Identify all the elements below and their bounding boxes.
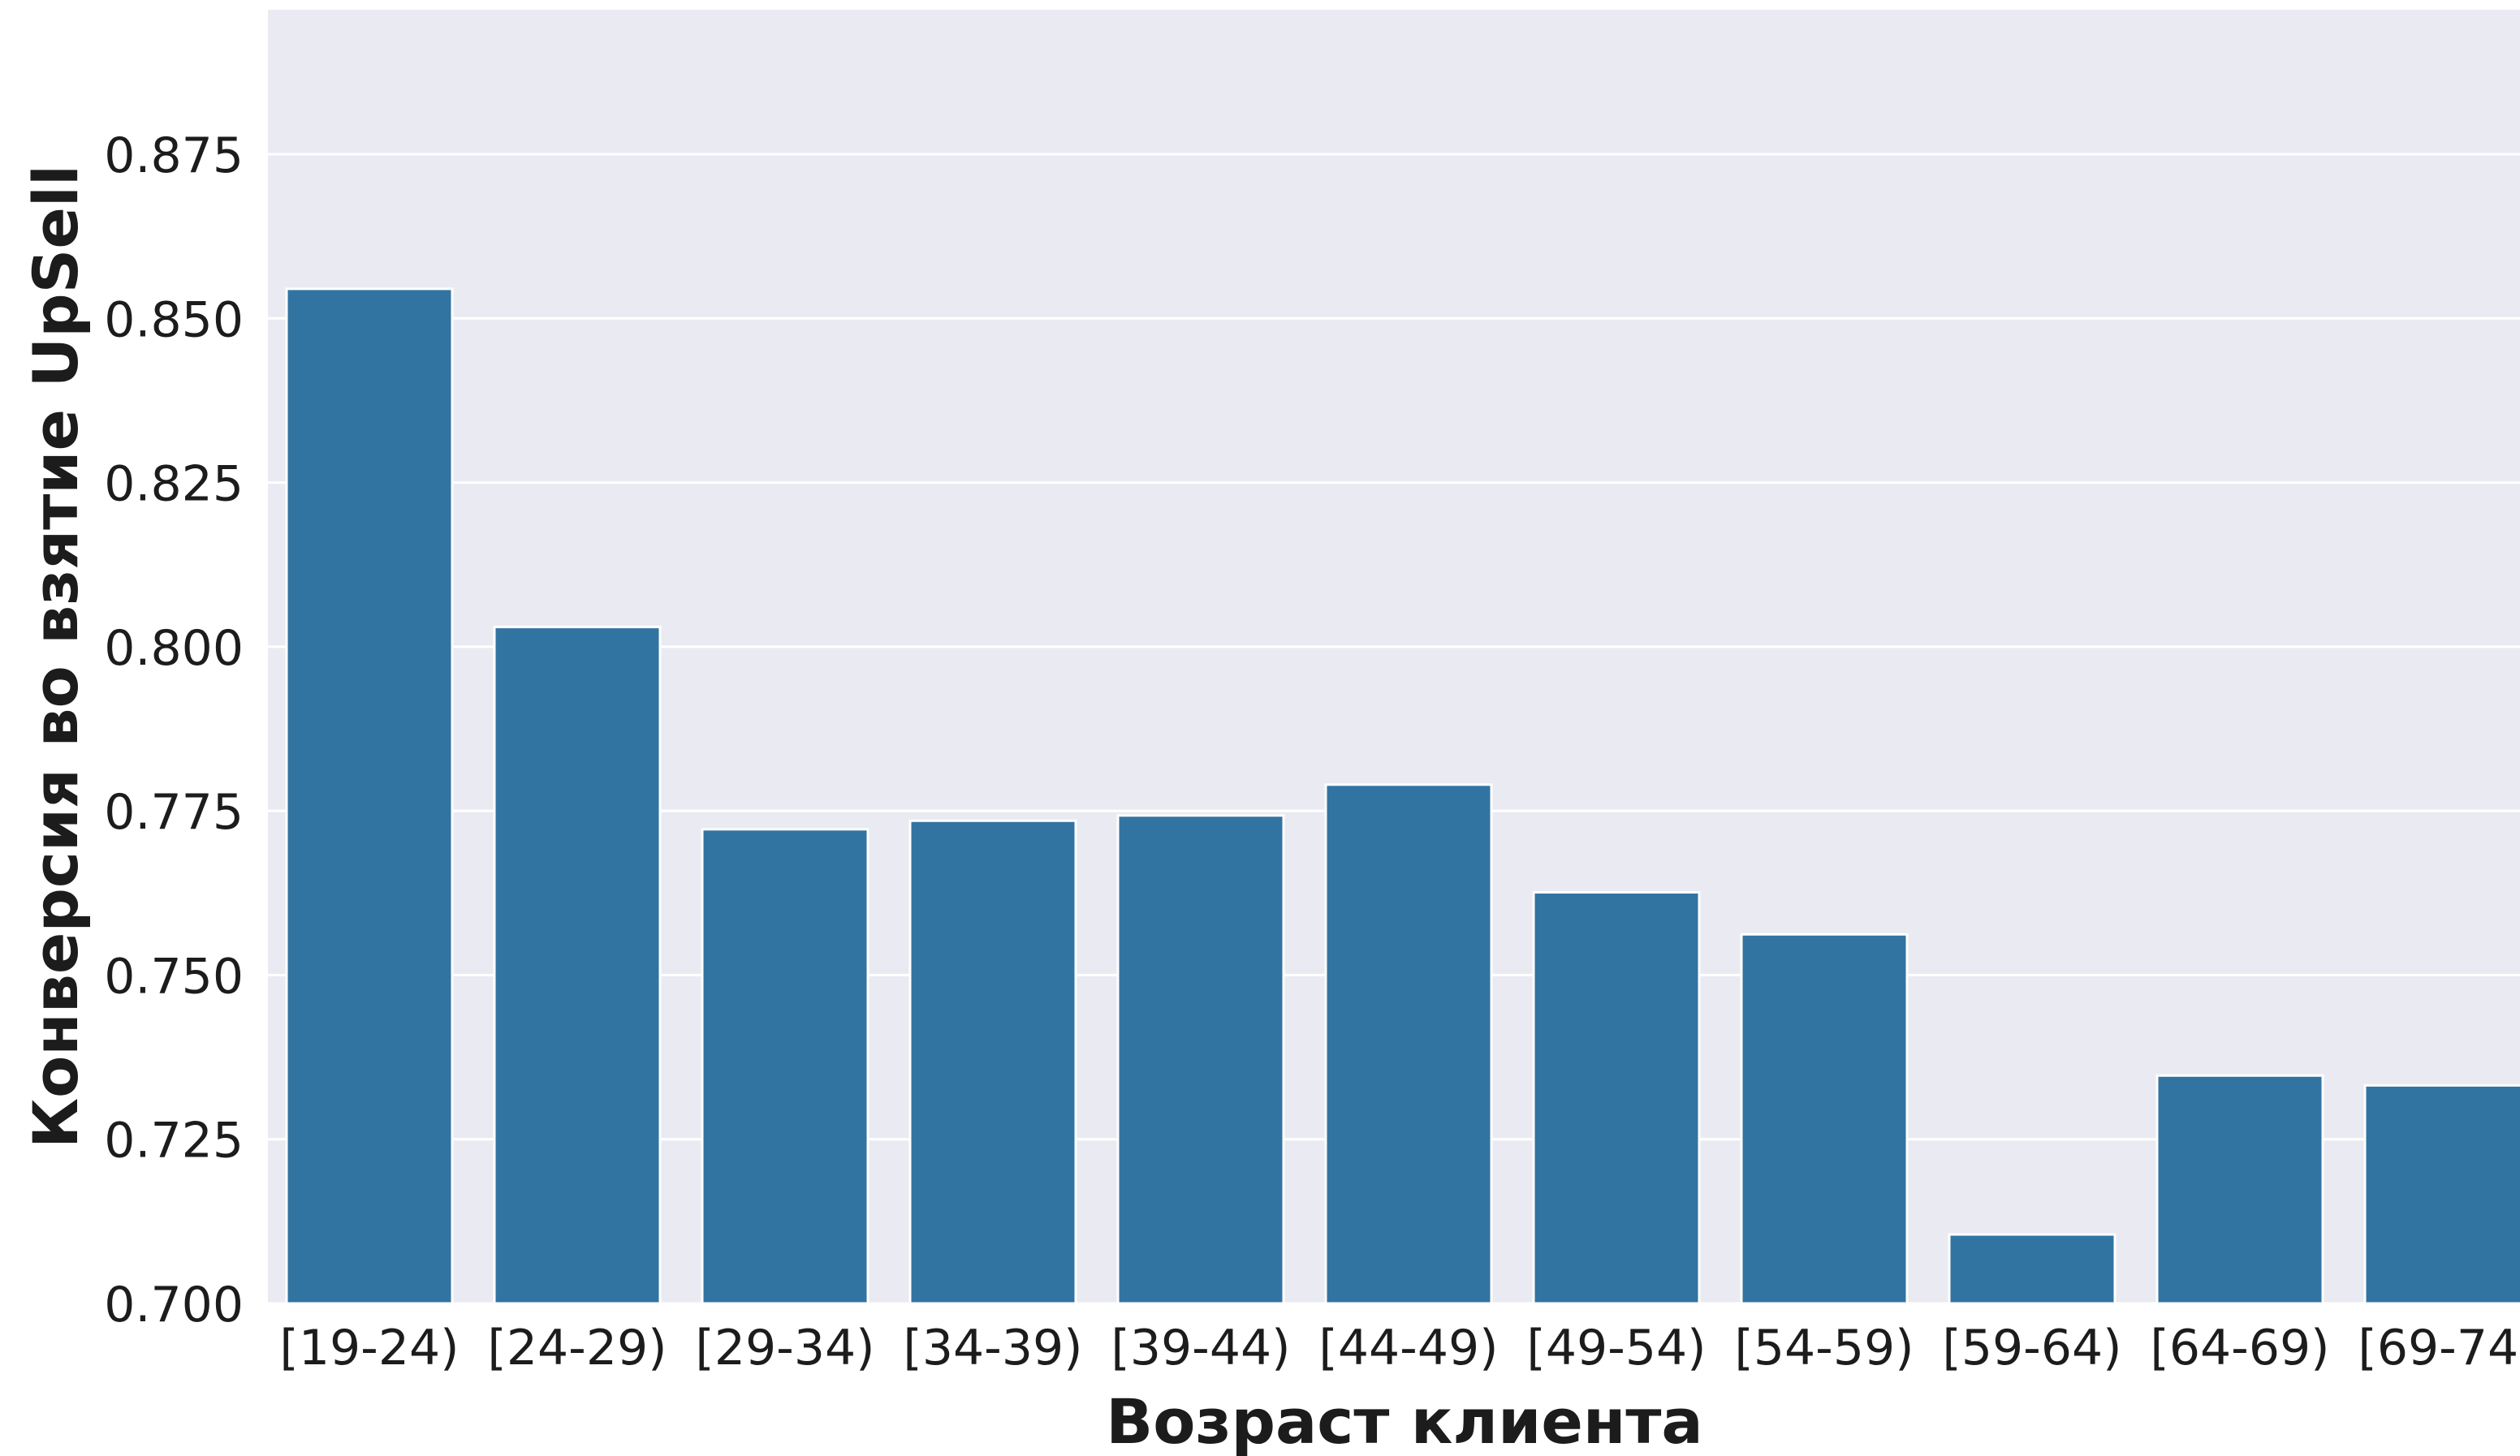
bar	[1532, 890, 1701, 1305]
bars	[285, 287, 2520, 1305]
x-tick-label: [49-54)	[1526, 1320, 1706, 1376]
x-axis-title: Возраст клиента	[1106, 1385, 1702, 1456]
bar	[285, 287, 454, 1305]
y-tick-label: 0.850	[104, 291, 244, 348]
x-tick-label: [44-49)	[1318, 1320, 1498, 1376]
y-tick-label: 0.750	[104, 948, 244, 1005]
x-tick-label: [39-44)	[1111, 1320, 1290, 1376]
y-tick-label: 0.725	[104, 1113, 244, 1170]
y-axis-title: Конверсия во взятие UpSell	[19, 165, 92, 1148]
y-tick-label: 0.800	[104, 620, 244, 677]
y-tick-label: 0.775	[104, 784, 244, 841]
bar	[1116, 814, 1285, 1305]
bar	[908, 819, 1077, 1305]
bar	[2363, 1083, 2520, 1305]
y-tick-label: 0.875	[104, 127, 244, 184]
bar	[1324, 783, 1493, 1305]
x-tick-label: [34-39)	[903, 1320, 1082, 1376]
y-tick-label: 0.700	[104, 1277, 244, 1333]
y-tick-labels: 0.700 0.725 0.750 0.775 0.800 0.825 0.850 0.875	[104, 127, 244, 1333]
bar	[701, 828, 869, 1305]
x-tick-label: [19-24)	[279, 1320, 459, 1376]
x-tick-label: [24-29)	[487, 1320, 667, 1376]
x-tick-label: [59-64)	[1942, 1320, 2121, 1376]
x-tick-label: [69-74)	[2358, 1320, 2520, 1376]
x-tick-label: [64-69)	[2150, 1320, 2329, 1376]
bar	[1740, 933, 1909, 1305]
bar	[493, 626, 662, 1305]
x-tick-label: [54-59)	[1734, 1320, 1914, 1376]
x-tick-label: [29-34)	[695, 1320, 874, 1376]
y-tick-label: 0.825	[104, 456, 244, 513]
x-tick-labels: [19-24) [24-29) [29-34) [34-39) [39-44) [44-4…	[279, 1320, 2520, 1376]
bar	[1948, 1233, 2117, 1305]
bar	[2155, 1074, 2324, 1305]
